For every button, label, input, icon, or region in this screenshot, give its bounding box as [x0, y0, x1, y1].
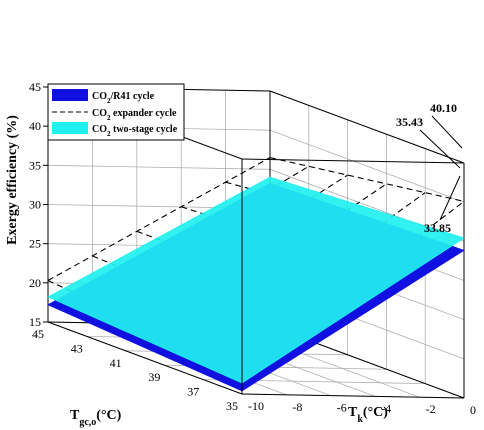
x-tick-35: 35 [226, 399, 238, 413]
z-tick-15: 15 [29, 315, 41, 329]
annotation-line-r41 [439, 175, 461, 221]
z-tick-20: 20 [29, 276, 41, 290]
frame-front-edge-0 [47, 321, 243, 395]
tick-labels: 15 20 25 30 35 40 45 45 43 41 39 37 35 -10 -8 -6 -4 -2 0 [29, 80, 476, 417]
z-axis-title: Exergy efficiency (%) [5, 115, 20, 245]
x-tick-45: 45 [32, 327, 44, 341]
z-tick-40: 40 [29, 119, 41, 133]
y-tick--4: -4 [381, 401, 391, 415]
z-tick-25: 25 [29, 237, 41, 251]
x-tick-39: 39 [148, 370, 160, 384]
legend-swatch-r41 [52, 89, 88, 101]
surface-two-stage [47, 176, 465, 384]
frame-front-edge-1 [241, 393, 465, 399]
z-tick-35: 35 [29, 158, 41, 172]
z-tick-45: 45 [29, 80, 41, 94]
frame-front-edge-4 [241, 158, 465, 164]
z-tick-30: 30 [29, 198, 41, 212]
x-tick-37: 37 [187, 385, 199, 399]
y-tick--2: -2 [426, 402, 436, 416]
frame-back-edge-4 [269, 90, 465, 164]
y-axis-title: Tk(°C) [348, 405, 388, 425]
surfaces [47, 157, 465, 392]
surface-expander-y-line-5 [269, 157, 465, 202]
legend-label-two-stage: CO2 two-stage cycle [92, 124, 178, 138]
y-tick--10: -10 [248, 399, 264, 413]
annotation-r41-max: 33.85 [424, 221, 451, 235]
legend-swatch-two-stage [52, 122, 88, 134]
x-axis-title: Tgc,o(°C) [70, 408, 122, 428]
annotation-line-expander [431, 115, 463, 149]
legend-label-r41: CO2/R41 cycle [92, 91, 155, 105]
surface-expander-x-line-0 [47, 157, 271, 281]
y-tick--8: -8 [292, 400, 302, 414]
x-tick-41: 41 [110, 356, 122, 370]
legend-label-expander: CO2 expander cycle [92, 108, 177, 122]
y-tick-0: 0 [470, 403, 476, 417]
annotation-two-stage-max: 35.43 [396, 115, 423, 129]
annotation-expander-max: 40.10 [430, 101, 457, 115]
x-tick-43: 43 [71, 341, 83, 355]
legend: CO2/R41 cycle CO2 expander cycle CO2 two… [47, 83, 185, 141]
y-tick--6: -6 [337, 401, 347, 415]
annotations: 40.10 35.43 33.85 [396, 101, 463, 235]
annotation-line-two-stage [419, 129, 461, 169]
